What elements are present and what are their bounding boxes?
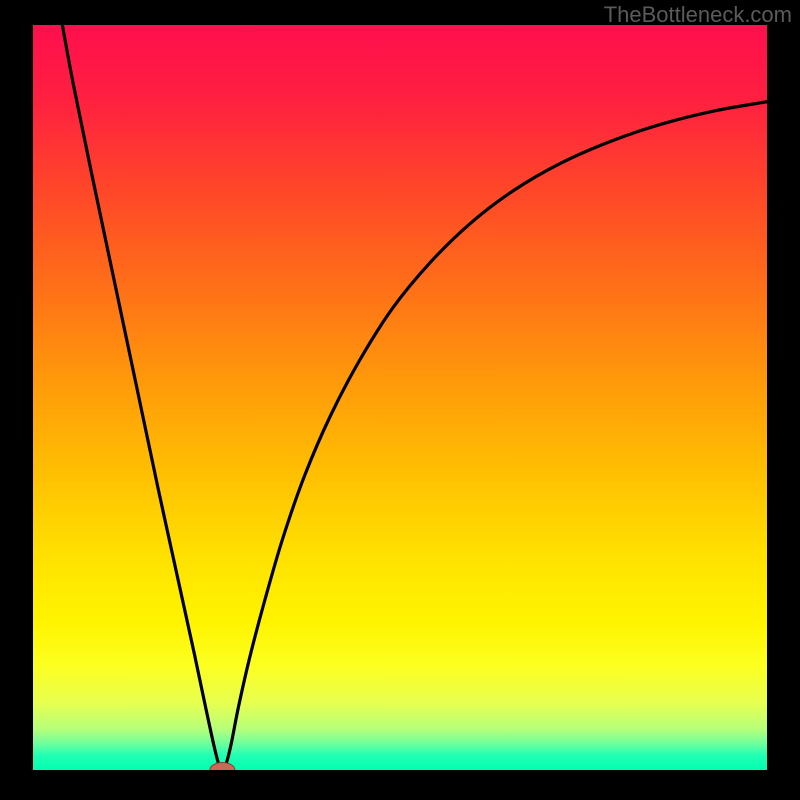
gradient-background: [33, 25, 767, 770]
bottleneck-curve-chart: [0, 0, 800, 800]
chart-container: TheBottleneck.com: [0, 0, 800, 800]
attribution-label: TheBottleneck.com: [604, 2, 792, 28]
plot-area: [33, 25, 767, 777]
